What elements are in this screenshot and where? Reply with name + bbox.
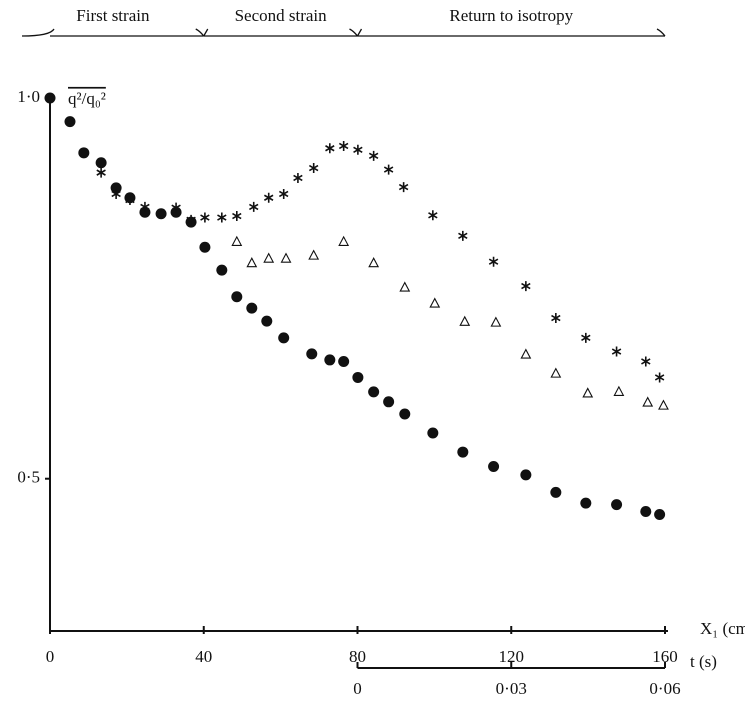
star-marker <box>611 346 622 357</box>
star-marker <box>383 164 394 175</box>
dot-marker <box>231 291 243 303</box>
dot-marker <box>457 446 469 458</box>
dot-marker <box>383 396 395 408</box>
star-marker <box>398 182 409 193</box>
dot-marker <box>110 182 122 194</box>
star-marker <box>278 188 289 199</box>
triangle-marker <box>642 396 654 407</box>
dot-marker <box>139 206 151 218</box>
triangle-marker <box>658 399 669 410</box>
triangle-marker <box>459 315 471 326</box>
dot-marker <box>95 157 107 169</box>
triangle-marker <box>520 348 532 359</box>
dot-marker <box>488 461 500 473</box>
star-marker <box>79 147 89 158</box>
star-marker <box>428 210 438 221</box>
star-marker <box>248 201 259 212</box>
phase-label: Return to isotropy <box>449 6 573 25</box>
star-marker <box>353 144 363 155</box>
star-marker <box>140 201 150 212</box>
x-tick-label: 120 <box>499 647 525 666</box>
triangle-marker <box>263 252 275 263</box>
star-marker <box>125 195 135 206</box>
dot-marker <box>246 302 258 314</box>
x-tick-label: 160 <box>652 647 678 666</box>
star-marker <box>581 332 591 343</box>
star-marker <box>45 93 55 103</box>
star-marker <box>338 140 349 151</box>
dot-marker <box>427 427 439 439</box>
star-marker <box>521 281 531 292</box>
dot-marker <box>580 497 592 509</box>
triangle-marker <box>338 235 350 246</box>
star-marker <box>263 192 274 203</box>
dot-marker <box>278 332 290 344</box>
dot-marker <box>199 241 211 253</box>
y-tick-label: 0·5 <box>17 468 40 487</box>
star-marker <box>325 143 335 154</box>
star-marker <box>65 116 75 127</box>
phase-label: First strain <box>76 6 150 25</box>
triangle-marker <box>308 249 320 260</box>
dot-marker <box>324 354 336 366</box>
phase-bracket <box>203 28 359 37</box>
dot-marker <box>640 505 652 517</box>
star-marker <box>654 372 665 383</box>
x2-axis-label: t (s) <box>690 652 717 671</box>
dot-marker <box>261 315 273 327</box>
dot-marker <box>216 264 228 276</box>
phase-bracket <box>21 28 205 37</box>
star-marker <box>156 208 166 219</box>
dot-marker <box>368 386 380 398</box>
dot-marker <box>611 499 623 511</box>
star-marker <box>200 212 210 223</box>
star-marker <box>368 150 379 161</box>
star-marker <box>96 167 106 178</box>
x2-tick-label: 0·06 <box>649 679 680 698</box>
star-marker <box>641 356 651 367</box>
y-tick-label: 1·0 <box>17 87 40 106</box>
triangle-marker <box>429 297 441 308</box>
phase-label: Second strain <box>235 6 328 25</box>
star-marker <box>171 202 181 213</box>
dot-marker <box>306 348 318 360</box>
star-marker <box>551 313 561 324</box>
phase-bracket <box>356 28 666 37</box>
star-marker <box>186 214 196 225</box>
triangle-marker <box>231 235 243 246</box>
star-marker <box>217 212 227 223</box>
triangle-marker <box>246 257 258 268</box>
x2-tick-label: 0 <box>353 679 362 698</box>
triangle-marker <box>550 367 562 378</box>
dot-marker <box>654 509 666 521</box>
triangle-marker <box>490 316 502 327</box>
y-axis-label: q²/q₀² <box>68 89 106 108</box>
star-marker <box>232 211 242 222</box>
triangle-marker <box>399 281 411 292</box>
triangle-marker <box>280 252 292 263</box>
star-marker <box>308 163 319 174</box>
triangle-marker <box>368 257 380 268</box>
x-axis-label: X₁ (cm) <box>700 619 745 638</box>
dot-marker <box>550 486 562 498</box>
dot-marker <box>352 371 364 383</box>
star-marker <box>111 188 121 199</box>
triangle-marker <box>582 387 594 398</box>
dot-marker <box>338 355 350 367</box>
dot-marker <box>520 469 532 481</box>
star-marker <box>458 230 468 241</box>
triangle-marker <box>613 385 625 396</box>
x-tick-label: 80 <box>349 647 366 666</box>
x-tick-label: 40 <box>195 647 212 666</box>
dot-marker <box>399 408 411 420</box>
star-marker <box>488 256 499 267</box>
x-tick-label: 0 <box>46 647 55 666</box>
x2-tick-label: 0·03 <box>496 679 527 698</box>
star-marker <box>293 172 303 183</box>
